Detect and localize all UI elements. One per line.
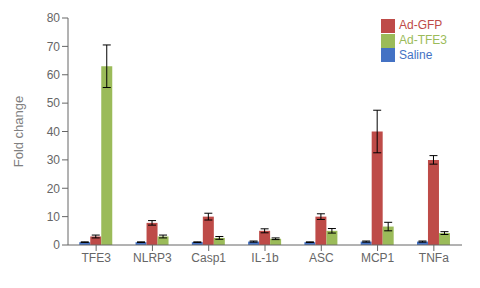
svg-text:40: 40 [47, 125, 61, 139]
html-text:Saline: Saline [399, 47, 433, 62]
svg-text:30: 30 [47, 153, 61, 167]
svg-text:ASC: ASC [309, 251, 334, 265]
svg-text:20: 20 [47, 182, 61, 196]
svg-text:TFE3: TFE3 [81, 251, 111, 265]
svg-text:MCP1: MCP1 [361, 251, 395, 265]
svg-text:Casp1: Casp1 [191, 251, 226, 265]
svg-text:TNFa: TNFa [419, 251, 449, 265]
svg-text:80: 80 [47, 11, 61, 25]
svg-text:IL-1b: IL-1b [251, 251, 279, 265]
svg-text:NLRP3: NLRP3 [133, 251, 172, 265]
html-text:Ad-TFE3: Ad-TFE3 [399, 32, 447, 47]
svg-text:0: 0 [53, 238, 60, 252]
svg-text:70: 70 [47, 40, 61, 54]
html-text:Ad-GFP: Ad-GFP [399, 18, 443, 32]
svg-text:Fold change: Fold change [11, 96, 26, 168]
svg-text:50: 50 [47, 96, 61, 110]
svg-text:60: 60 [47, 68, 61, 82]
svg-text:10: 10 [47, 210, 61, 224]
